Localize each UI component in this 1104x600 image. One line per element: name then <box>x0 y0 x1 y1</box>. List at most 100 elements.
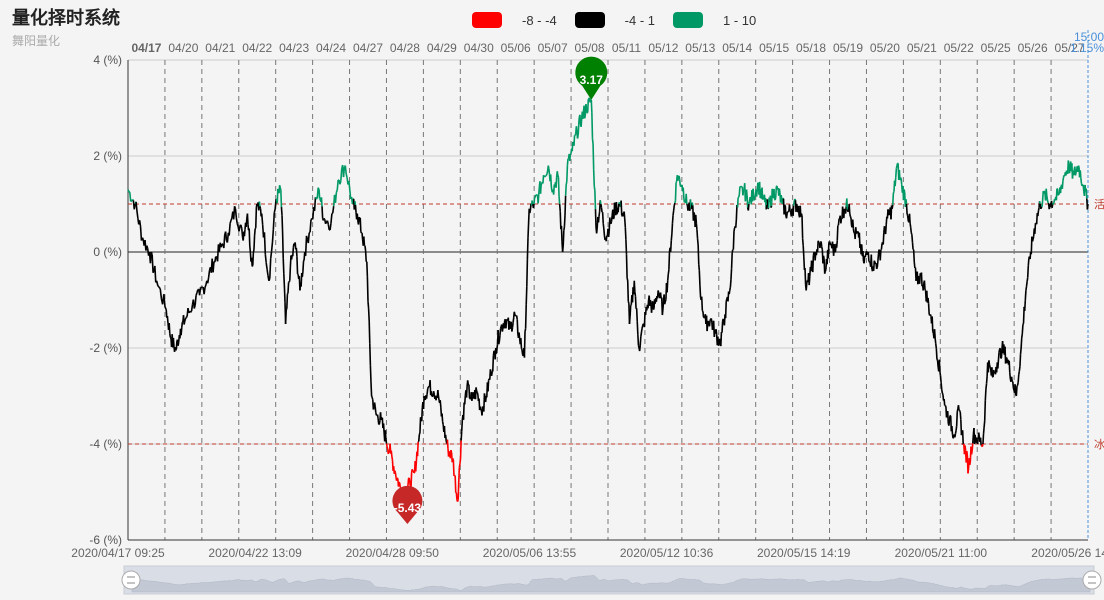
series-segment <box>457 482 460 500</box>
series-segment <box>128 192 132 202</box>
series-segment <box>408 477 411 483</box>
series-segment <box>1019 354 1022 367</box>
series-segment <box>811 255 815 273</box>
x-day-label: 04/27 <box>353 41 383 55</box>
series-segment <box>666 280 669 293</box>
series-segment <box>193 304 196 309</box>
series-segment <box>583 115 587 119</box>
series-segment <box>450 449 453 453</box>
series-segment <box>625 254 628 278</box>
series-segment <box>954 430 957 434</box>
series-segment <box>828 241 831 243</box>
series-segment <box>324 221 328 225</box>
series-segment <box>941 392 944 395</box>
series-segment <box>378 420 381 425</box>
series-segment <box>439 400 442 408</box>
series-segment <box>180 327 183 336</box>
series-segment <box>894 177 897 187</box>
series-segment <box>920 272 923 287</box>
series-segment <box>895 165 898 169</box>
legend-item-green[interactable]: 1 - 10 <box>673 12 756 28</box>
series-segment <box>154 265 157 283</box>
series-segment <box>452 459 455 476</box>
series-segment <box>640 332 643 337</box>
series-segment <box>158 286 161 290</box>
series-segment <box>1068 166 1071 174</box>
series-segment <box>693 212 696 216</box>
series-segment <box>791 208 794 211</box>
legend-item-red[interactable]: -8 - -4 <box>472 12 557 28</box>
series-segment <box>922 283 925 291</box>
series-segment <box>308 231 311 234</box>
series-segment <box>1074 172 1077 176</box>
x-day-label: 05/08 <box>575 41 605 55</box>
series-segment <box>958 410 961 413</box>
series-segment <box>514 314 517 317</box>
series-segment <box>765 204 768 210</box>
series-segment <box>342 166 346 178</box>
series-segment <box>516 319 519 334</box>
x-day-label: 05/20 <box>870 41 900 55</box>
series-segment <box>672 205 676 211</box>
series-segment <box>710 318 713 323</box>
series-segment <box>196 289 199 294</box>
series-segment <box>900 178 903 185</box>
series-segment <box>266 269 269 276</box>
series-segment <box>903 189 906 193</box>
series-segment <box>835 240 839 248</box>
series-segment <box>460 431 463 441</box>
series-segment <box>975 437 978 442</box>
series-segment <box>720 331 723 347</box>
series-segment <box>483 393 486 398</box>
series-segment <box>923 280 926 290</box>
series-segment <box>385 439 388 444</box>
series-segment <box>637 345 640 349</box>
series-segment <box>334 192 338 203</box>
series-segment <box>366 261 369 277</box>
legend-item-black[interactable]: -4 - 1 <box>574 12 655 28</box>
series-segment <box>417 434 421 442</box>
series-segment <box>432 391 436 395</box>
series-segment <box>1079 170 1082 178</box>
series-segment <box>567 157 570 160</box>
series-segment <box>934 338 937 344</box>
series-segment <box>629 305 632 317</box>
series-segment <box>788 204 791 212</box>
series-segment <box>359 217 362 232</box>
series-segment <box>913 261 916 268</box>
series-segment <box>650 302 653 313</box>
series-segment <box>426 386 430 390</box>
series-segment <box>936 358 939 361</box>
series-segment <box>279 187 282 190</box>
x-day-label: 05/06 <box>501 41 531 55</box>
series-segment <box>682 187 685 199</box>
series-segment <box>580 117 583 127</box>
chart-title: 量化择时系统 <box>12 8 120 28</box>
series-segment <box>786 211 789 214</box>
series-segment <box>851 219 855 229</box>
series-segment <box>283 273 286 288</box>
series-segment <box>128 190 131 193</box>
series-segment <box>233 205 237 210</box>
series-segment <box>410 473 413 489</box>
series-segment <box>537 194 540 204</box>
series-segment <box>905 199 908 205</box>
series-segment <box>459 440 462 459</box>
series-segment <box>1023 300 1027 312</box>
series-segment <box>386 446 389 450</box>
zoom-handle-left[interactable] <box>121 570 141 590</box>
series-segment <box>546 170 549 174</box>
zoom-handle-right[interactable] <box>1082 570 1102 590</box>
series-segment <box>463 395 467 405</box>
series-segment <box>407 478 410 486</box>
series-segment <box>748 201 751 205</box>
series-segment <box>678 179 682 186</box>
series-segment <box>207 270 211 278</box>
series-segment <box>638 345 642 352</box>
series-segment <box>566 165 569 182</box>
series-segment <box>952 437 955 439</box>
series-segment <box>374 412 378 416</box>
series-segment <box>416 441 419 457</box>
series-segment <box>475 387 478 392</box>
series-segment <box>730 252 733 269</box>
